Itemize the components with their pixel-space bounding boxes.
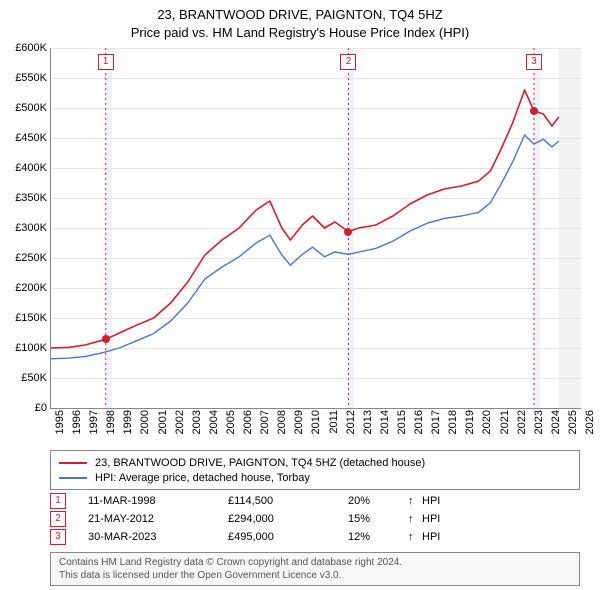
legend-swatch-property <box>59 462 87 464</box>
x-axis-label: 2011 <box>328 410 340 434</box>
x-axis-label: 2021 <box>499 410 511 434</box>
x-axis-label: 2012 <box>345 410 357 434</box>
chart-lines-svg <box>51 48 581 408</box>
chart-marker: 3 <box>526 54 542 70</box>
tx-date: 30-MAR-2023 <box>88 531 228 543</box>
y-axis-label: £0 <box>0 402 47 414</box>
y-axis-label: £300K <box>0 222 47 234</box>
x-axis-label: 1998 <box>105 410 117 434</box>
marker-icon: 2 <box>50 511 66 527</box>
footer-licence: Contains HM Land Registry data © Crown c… <box>50 552 580 586</box>
x-axis-label: 2014 <box>379 410 391 434</box>
x-axis-label: 1999 <box>122 410 134 434</box>
x-axis-label: 2024 <box>550 410 562 434</box>
tx-price: £114,500 <box>228 495 348 507</box>
x-axis-label: 2008 <box>276 410 288 434</box>
x-axis-label: 2005 <box>225 410 237 434</box>
x-axis-label: 2010 <box>310 410 322 434</box>
x-axis-label: 2018 <box>447 410 459 434</box>
y-axis-label: £200K <box>0 282 47 294</box>
title-address: 23, BRANTWOOD DRIVE, PAIGNTON, TQ4 5HZ <box>0 6 600 24</box>
x-axis-label: 2016 <box>413 410 425 434</box>
transactions-table: 1 11-MAR-1998 £114,500 20% ↑ HPI 2 21-MA… <box>50 492 580 546</box>
x-axis-label: 2019 <box>464 410 476 434</box>
footer-line1: Contains HM Land Registry data © Crown c… <box>59 556 571 569</box>
x-axis-label: 2002 <box>174 410 186 434</box>
x-axis-label: 2009 <box>293 410 305 434</box>
legend-label-hpi: HPI: Average price, detached house, Torb… <box>95 472 310 484</box>
title-subtitle: Price paid vs. HM Land Registry's House … <box>0 24 600 42</box>
footer-line2: This data is licensed under the Open Gov… <box>59 569 571 582</box>
arrow-up-icon: ↑ <box>408 531 422 543</box>
tx-diff: 12% <box>348 531 408 543</box>
chart-marker: 2 <box>340 54 356 70</box>
x-axis-label: 2015 <box>396 410 408 434</box>
series-line-hpi <box>51 135 559 359</box>
x-axis-label: 2000 <box>139 410 151 434</box>
x-axis-label: 2022 <box>516 410 528 434</box>
x-axis-label: 2006 <box>242 410 254 434</box>
sale-dot <box>530 107 538 115</box>
tx-price: £495,000 <box>228 531 348 543</box>
y-axis-label: £600K <box>0 42 47 54</box>
y-axis-label: £550K <box>0 72 47 84</box>
marker-icon: 1 <box>50 493 66 509</box>
x-axis-label: 2004 <box>208 410 220 434</box>
tx-date: 21-MAY-2012 <box>88 513 228 525</box>
sale-dot <box>102 335 110 343</box>
tx-hpi-label: HPI <box>422 513 440 525</box>
marker-icon: 3 <box>50 529 66 545</box>
y-axis-label: £250K <box>0 252 47 264</box>
tx-diff: 15% <box>348 513 408 525</box>
y-axis-label: £150K <box>0 312 47 324</box>
y-axis-label: £350K <box>0 192 47 204</box>
x-axis-label: 2025 <box>567 410 579 434</box>
tx-diff: 20% <box>348 495 408 507</box>
x-axis-label: 2026 <box>584 410 596 434</box>
x-axis-label: 2023 <box>533 410 545 434</box>
y-axis-label: £450K <box>0 132 47 144</box>
legend: 23, BRANTWOOD DRIVE, PAIGNTON, TQ4 5HZ (… <box>50 450 580 490</box>
arrow-up-icon: ↑ <box>408 513 422 525</box>
x-axis-label: 1995 <box>54 410 66 434</box>
legend-row-property: 23, BRANTWOOD DRIVE, PAIGNTON, TQ4 5HZ (… <box>59 455 571 470</box>
legend-swatch-hpi <box>59 477 87 479</box>
y-axis-label: £500K <box>0 102 47 114</box>
x-axis-label: 2017 <box>430 410 442 434</box>
y-axis-label: £100K <box>0 342 47 354</box>
table-row: 3 30-MAR-2023 £495,000 12% ↑ HPI <box>50 528 580 546</box>
tx-hpi-label: HPI <box>422 495 440 507</box>
tx-hpi-label: HPI <box>422 531 440 543</box>
tx-price: £294,000 <box>228 513 348 525</box>
tx-date: 11-MAR-1998 <box>88 495 228 507</box>
x-axis-label: 2003 <box>191 410 203 434</box>
sale-dot <box>344 228 352 236</box>
x-axis-label: 2013 <box>362 410 374 434</box>
table-row: 2 21-MAY-2012 £294,000 15% ↑ HPI <box>50 510 580 528</box>
x-axis-label: 1996 <box>71 410 83 434</box>
x-axis-label: 2007 <box>259 410 271 434</box>
chart-marker: 1 <box>98 54 114 70</box>
series-line-property <box>51 90 559 348</box>
title-block: 23, BRANTWOOD DRIVE, PAIGNTON, TQ4 5HZ P… <box>0 0 600 42</box>
legend-label-property: 23, BRANTWOOD DRIVE, PAIGNTON, TQ4 5HZ (… <box>95 457 425 469</box>
x-axis-label: 2020 <box>481 410 493 434</box>
price-chart: £0£50K£100K£150K£200K£250K£300K£350K£400… <box>50 48 581 409</box>
table-row: 1 11-MAR-1998 £114,500 20% ↑ HPI <box>50 492 580 510</box>
y-axis-label: £50K <box>0 372 47 384</box>
arrow-up-icon: ↑ <box>408 495 422 507</box>
page: 23, BRANTWOOD DRIVE, PAIGNTON, TQ4 5HZ P… <box>0 0 600 590</box>
y-axis-label: £400K <box>0 162 47 174</box>
legend-row-hpi: HPI: Average price, detached house, Torb… <box>59 470 571 485</box>
x-axis-label: 1997 <box>88 410 100 434</box>
x-axis-label: 2001 <box>157 410 169 434</box>
